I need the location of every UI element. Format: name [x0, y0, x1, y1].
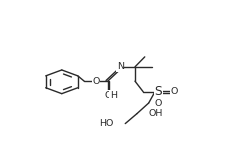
Text: N: N [117, 62, 124, 71]
Text: O: O [170, 87, 178, 96]
Text: O: O [92, 77, 100, 86]
Text: OH: OH [149, 109, 163, 118]
Text: S: S [155, 85, 162, 98]
Text: HO: HO [99, 119, 113, 128]
Text: O: O [155, 98, 162, 108]
Text: O: O [105, 91, 112, 100]
Text: H: H [110, 91, 117, 100]
